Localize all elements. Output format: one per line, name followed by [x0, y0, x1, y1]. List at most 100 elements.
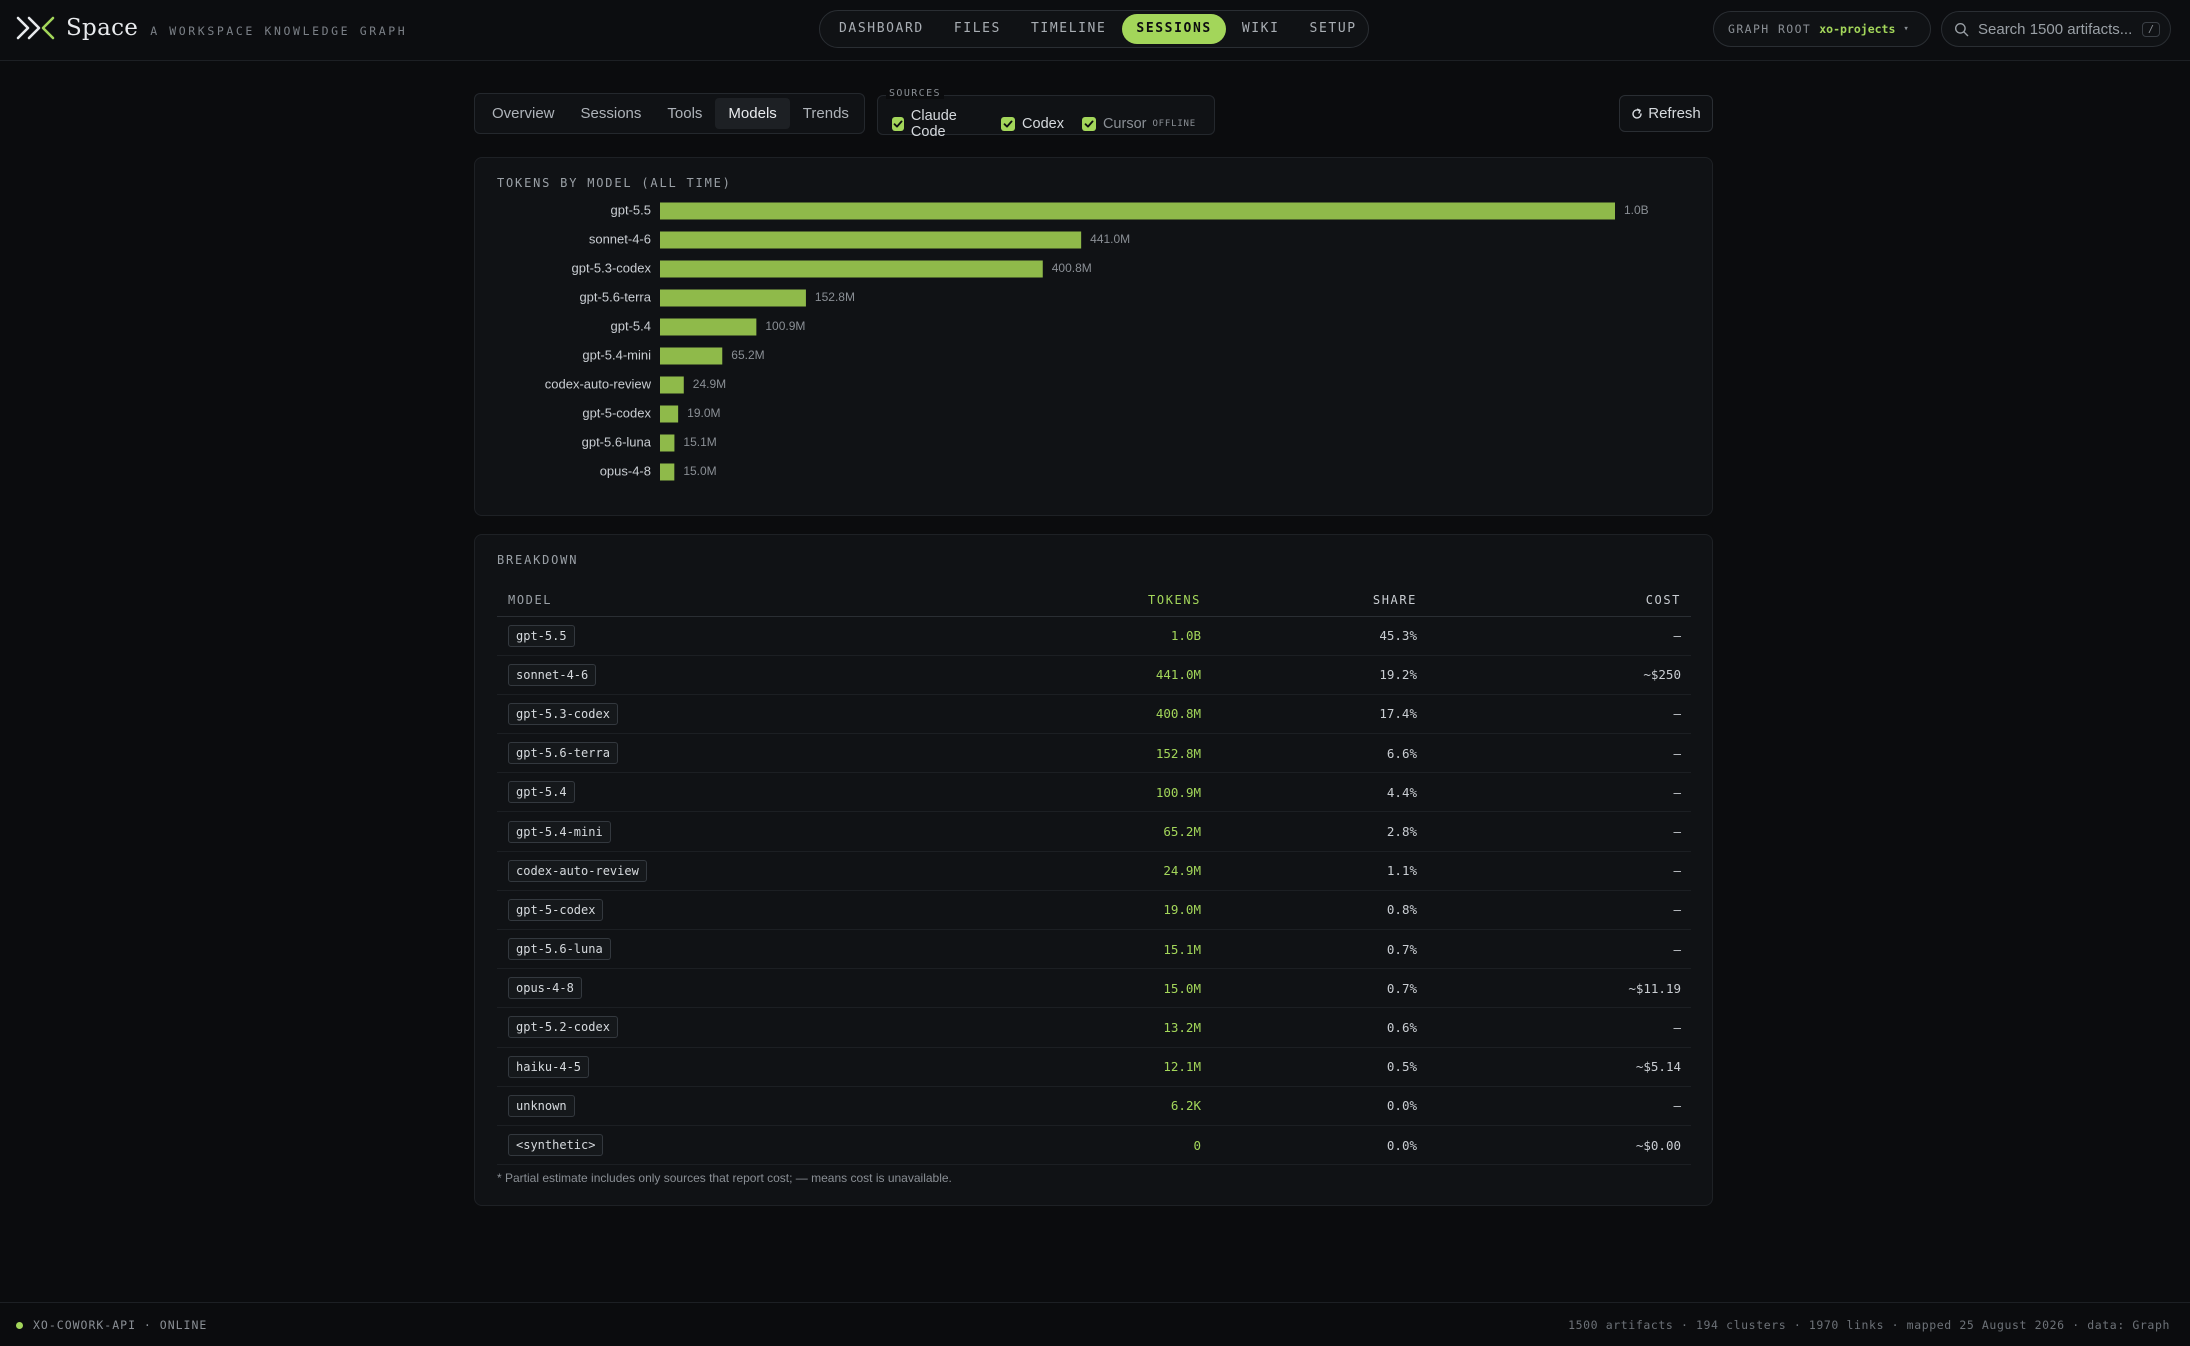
table-row[interactable]: haiku-4-5 12.1M 0.5% ~$5.14 [497, 1047, 1691, 1087]
refresh-icon [1632, 108, 1642, 119]
tokens-cell: 400.8M [1067, 694, 1201, 735]
table-row[interactable]: <synthetic> 0 0.0% ~$0.00 [497, 1125, 1691, 1166]
model-tag: gpt-5.2-codex [508, 1016, 618, 1039]
source-cursor[interactable]: Cursor OFFLINE [1081, 116, 1196, 132]
cost-cell: — [1417, 694, 1691, 735]
bar-value-label: 1.0B [1624, 203, 1649, 217]
bar-value-label: 100.9M [765, 319, 805, 333]
table-row[interactable]: gpt-5.3-codex 400.8M 17.4% — [497, 694, 1691, 735]
cost-cell: — [1417, 1007, 1691, 1048]
table-row[interactable]: sonnet-4-6 441.0M 19.2% ~$250 [497, 655, 1691, 695]
nav-dashboard[interactable]: DASHBOARD [839, 21, 924, 36]
bar-gpt-5.3-codex[interactable] [660, 260, 1043, 278]
header-tokens[interactable]: TOKENS [1067, 584, 1201, 617]
nav-wiki[interactable]: WIKI [1241, 21, 1280, 36]
tokens-cell: 19.0M [1067, 890, 1201, 931]
nav-timeline[interactable]: TIMELINE [1030, 21, 1107, 36]
cost-cell: — [1417, 851, 1691, 891]
table-row[interactable]: gpt-5.6-terra 152.8M 6.6% — [497, 733, 1691, 774]
bar-gpt-5.5[interactable] [660, 202, 1615, 220]
model-tag: gpt-5.6-luna [508, 938, 611, 961]
model-cell: gpt-5.6-luna [497, 929, 1067, 970]
model-cell: gpt-5-codex [497, 890, 1067, 931]
table-row[interactable]: gpt-5.6-luna 15.1M 0.7% — [497, 929, 1691, 970]
share-cell: 0.7% [1201, 929, 1417, 970]
graph-summary: 1500 artifacts · 194 clusters · 1970 lin… [1568, 1318, 2170, 1332]
bar-category-label: gpt-5.4 [611, 318, 651, 333]
nav-setup[interactable]: SETUP [1309, 21, 1357, 36]
search-box: / [1941, 11, 2171, 47]
refresh-button[interactable]: Refresh [1619, 95, 1713, 132]
source-claude-code[interactable]: Claude Code [892, 108, 983, 140]
model-tag: gpt-5-codex [508, 898, 604, 921]
bar-category-label: gpt-5.6-terra [579, 289, 651, 304]
caret-down-icon: ▾ [1903, 24, 1909, 34]
nav-files[interactable]: FILES [953, 21, 1001, 36]
table-row[interactable]: gpt-5.5 1.0B 45.3% — [497, 616, 1691, 656]
share-cell: 0.0% [1201, 1086, 1417, 1126]
share-cell: 19.2% [1201, 655, 1417, 695]
header-model[interactable]: MODEL [497, 584, 1067, 617]
table-row[interactable]: gpt-5.4-mini 65.2M 2.8% — [497, 811, 1691, 852]
status-bar: XO-COWORK-API · ONLINE 1500 artifacts · … [0, 1302, 2190, 1346]
tokens-cell: 12.1M [1067, 1047, 1201, 1087]
cost-cell: ~$11.19 [1417, 968, 1691, 1009]
model-tag: gpt-5.6-terra [508, 742, 618, 765]
tab-sessions[interactable]: Sessions [580, 105, 642, 122]
model-cell: codex-auto-review [497, 851, 1067, 891]
tokens-cell: 152.8M [1067, 733, 1201, 774]
bar-gpt-5.4-mini[interactable] [660, 347, 723, 365]
checkbox-checked-icon[interactable] [1081, 117, 1096, 131]
bar-category-label: codex-auto-review [545, 376, 652, 391]
tab-tools[interactable]: Tools [667, 105, 703, 122]
sessions-tabs: Overview Sessions Tools Models Trends [474, 93, 865, 134]
header-cost[interactable]: COST [1417, 584, 1691, 617]
tokens-cell: 15.1M [1067, 929, 1201, 970]
source-codex[interactable]: Codex [1001, 116, 1064, 132]
table-row[interactable]: gpt-5.2-codex 13.2M 0.6% — [497, 1007, 1691, 1048]
api-status: XO-COWORK-API · ONLINE [16, 1318, 207, 1332]
brand[interactable]: Space A WORKSPACE KNOWLEDGE GRAPH [16, 14, 407, 42]
header-share[interactable]: SHARE [1201, 584, 1417, 617]
bar-sonnet-4-6[interactable] [660, 231, 1082, 249]
chart-title: TOKENS BY MODEL (ALL TIME) [497, 176, 732, 190]
bar-gpt-5-codex[interactable] [660, 405, 679, 423]
model-cell: haiku-4-5 [497, 1047, 1067, 1087]
bar-gpt-5.6-luna[interactable] [660, 434, 675, 452]
checkbox-checked-icon[interactable] [892, 117, 904, 131]
checkbox-checked-icon[interactable] [1001, 117, 1016, 131]
bar-codex-auto-review[interactable] [660, 376, 684, 394]
bar-opus-4-8[interactable] [660, 463, 675, 481]
bar-gpt-5.6-terra[interactable] [660, 289, 806, 307]
source-label: Cursor [1102, 116, 1147, 132]
bar-category-label: gpt-5.5 [611, 202, 651, 217]
table-row[interactable]: opus-4-8 15.0M 0.7% ~$11.19 [497, 968, 1691, 1009]
bar-gpt-5.4[interactable] [660, 318, 757, 336]
tokens-cell: 0 [1067, 1125, 1201, 1166]
tokens-cell: 24.9M [1067, 851, 1201, 891]
cost-cell: ~$5.14 [1417, 1047, 1691, 1087]
table-row[interactable]: gpt-5-codex 19.0M 0.8% — [497, 890, 1691, 931]
model-cell: gpt-5.4 [497, 772, 1067, 813]
tab-overview[interactable]: Overview [492, 105, 555, 122]
tab-models[interactable]: Models [715, 98, 790, 129]
share-cell: 0.6% [1201, 1007, 1417, 1048]
cost-cell: — [1417, 616, 1691, 656]
table-row[interactable]: unknown 6.2K 0.0% — [497, 1086, 1691, 1126]
model-tag: gpt-5.4-mini [508, 820, 611, 843]
tokens-cell: 1.0B [1067, 616, 1201, 656]
table-row[interactable]: codex-auto-review 24.9M 1.1% — [497, 851, 1691, 891]
cost-footnote: * Partial estimate includes only sources… [497, 1171, 952, 1185]
bar-value-label: 65.2M [731, 348, 764, 362]
model-cell: opus-4-8 [497, 968, 1067, 1009]
graph-root-selector[interactable]: GRAPH ROOT xo-projects ▾ [1713, 11, 1931, 47]
tab-trends[interactable]: Trends [802, 105, 849, 122]
table-row[interactable]: gpt-5.4 100.9M 4.4% — [497, 772, 1691, 813]
search-input[interactable] [1978, 20, 2138, 38]
cost-cell: — [1417, 929, 1691, 970]
model-cell: gpt-5.4-mini [497, 811, 1067, 852]
bar-category-label: opus-4-8 [600, 463, 651, 478]
source-label: Claude Code [910, 108, 957, 140]
graph-root-label: GRAPH ROOT [1728, 22, 1812, 36]
nav-sessions[interactable]: SESSIONS [1122, 14, 1226, 44]
